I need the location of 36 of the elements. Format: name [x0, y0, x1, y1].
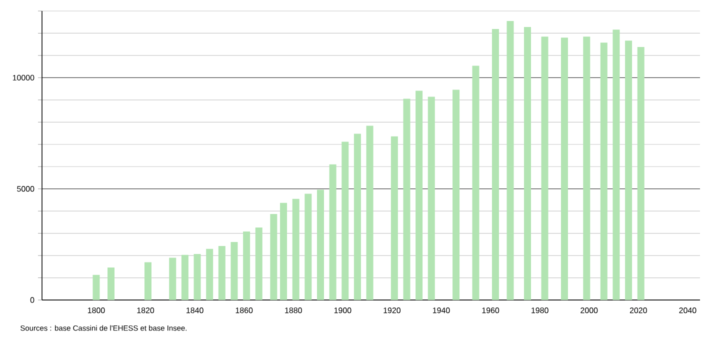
bar	[255, 228, 262, 300]
bar	[92, 274, 100, 300]
bar	[492, 29, 499, 300]
bar	[144, 262, 152, 300]
bar	[472, 66, 480, 300]
bar	[230, 242, 238, 300]
bar	[280, 202, 288, 300]
bar	[181, 254, 188, 300]
bar	[612, 30, 620, 300]
bar	[194, 254, 201, 300]
bar	[506, 21, 514, 300]
bar	[366, 126, 374, 300]
bar	[304, 194, 312, 300]
bar	[637, 47, 644, 300]
bar	[524, 27, 531, 300]
bar	[625, 40, 632, 300]
bar	[416, 90, 423, 300]
bar	[108, 268, 115, 300]
bar	[600, 42, 608, 300]
bar	[428, 96, 435, 300]
bar	[329, 164, 336, 300]
bar	[452, 90, 460, 300]
bar	[583, 36, 590, 300]
bar	[403, 98, 410, 300]
bar	[560, 38, 568, 300]
bar	[206, 248, 214, 300]
bar	[243, 232, 250, 300]
bar	[390, 136, 398, 300]
bar	[270, 214, 278, 300]
bar	[169, 258, 176, 300]
bar	[316, 190, 324, 300]
bar	[541, 36, 548, 300]
bar	[218, 246, 226, 300]
bar	[342, 142, 349, 300]
bar	[292, 198, 300, 300]
bar	[354, 134, 361, 300]
